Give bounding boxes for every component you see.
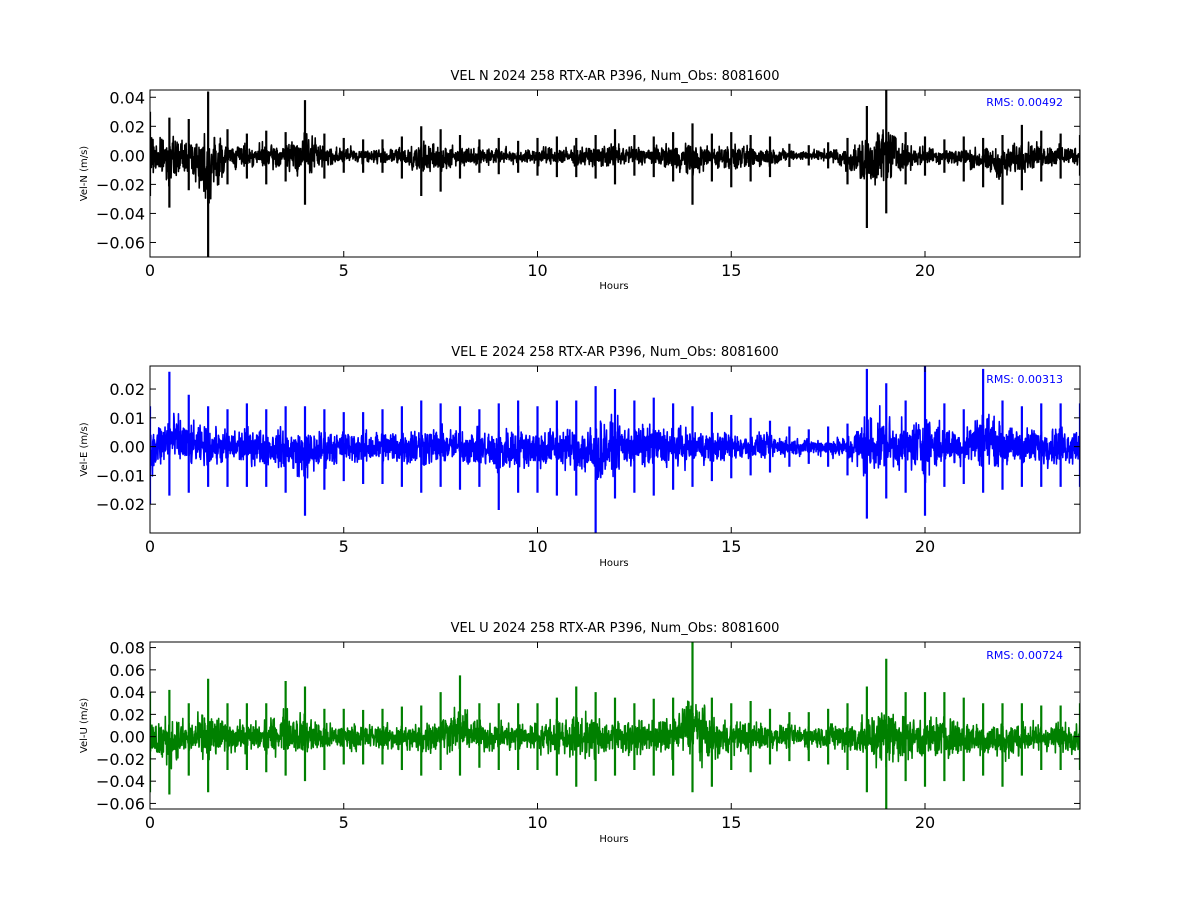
x-axis-label: Hours	[599, 558, 628, 569]
x-tick-label: 0	[145, 537, 155, 556]
ticks: 0 5 10 15 20 −0.02 −0.01 0.00 0.01 0.02	[96, 366, 1080, 556]
x-tick-label: 20	[915, 261, 935, 280]
y-tick-label: 0.02	[109, 117, 145, 136]
rms-label: RMS: 0.00724	[986, 649, 1063, 662]
plot-area	[150, 90, 1080, 257]
y-tick-label: 0.00	[109, 728, 145, 747]
x-tick-label: 15	[721, 813, 741, 832]
x-tick-label: 15	[721, 537, 741, 556]
panel-title: VEL N 2024 258 RTX-AR P396, Num_Obs: 808…	[451, 69, 780, 84]
y-tick-label: 0.00	[109, 146, 145, 165]
rms-label: RMS: 0.00313	[986, 373, 1063, 386]
y-tick-label: 0.04	[109, 683, 145, 702]
y-tick-label: −0.02	[96, 175, 145, 194]
y-tick-label: −0.02	[96, 750, 145, 769]
y-tick-label: −0.06	[96, 233, 145, 252]
y-tick-label: −0.01	[96, 466, 145, 485]
x-tick-label: 5	[339, 537, 349, 556]
axes-frame	[149, 641, 1081, 810]
panel-title: VEL E 2024 258 RTX-AR P396, Num_Obs: 808…	[451, 345, 778, 360]
rms-label: RMS: 0.00492	[986, 96, 1063, 109]
x-tick-label: 0	[145, 813, 155, 832]
ticks: 0 5 10 15 20 −0.06 −0.04 −0.02 0.00 0.02 0.04 0.06 0…	[96, 639, 1080, 832]
x-tick-label: 5	[339, 813, 349, 832]
y-tick-label: 0.01	[109, 409, 145, 428]
x-tick-label: 0	[145, 261, 155, 280]
y-tick-label: 0.02	[109, 380, 145, 399]
x-tick-label: 15	[721, 261, 741, 280]
panel-title: VEL U 2024 258 RTX-AR P396, Num_Obs: 808…	[451, 621, 780, 636]
axes-frame	[149, 89, 1081, 258]
x-axis-label: Hours	[599, 281, 628, 292]
plot-area	[150, 642, 1080, 809]
y-axis-label: Vel-N (m/s)	[79, 146, 90, 201]
panel-vel-n: VEL N 2024 258 RTX-AR P396, Num_Obs: 808…	[79, 69, 1081, 292]
y-tick-label: 0.00	[109, 438, 145, 457]
x-tick-label: 10	[527, 261, 547, 280]
panel-vel-e: VEL E 2024 258 RTX-AR P396, Num_Obs: 808…	[79, 345, 1081, 569]
axes-frame	[149, 365, 1081, 534]
y-tick-label: −0.04	[96, 204, 145, 223]
y-tick-label: 0.08	[109, 639, 145, 658]
x-tick-label: 10	[527, 537, 547, 556]
y-tick-label: −0.04	[96, 772, 145, 791]
y-tick-label: −0.06	[96, 794, 145, 813]
y-tick-label: 0.04	[109, 88, 145, 107]
y-tick-label: 0.02	[109, 705, 145, 724]
y-tick-label: −0.02	[96, 495, 145, 514]
x-tick-label: 20	[915, 813, 935, 832]
y-tick-label: 0.06	[109, 661, 145, 680]
x-axis-label: Hours	[599, 834, 628, 845]
x-tick-label: 20	[915, 537, 935, 556]
ticks: 0 5 10 15 20 −0.06 −0.04 −0.02 0.00 0.02 0.04	[96, 88, 1080, 280]
y-axis-label: Vel-E (m/s)	[79, 422, 90, 476]
plot-area	[150, 366, 1080, 533]
panel-vel-u: VEL U 2024 258 RTX-AR P396, Num_Obs: 808…	[79, 621, 1081, 845]
y-axis-label: Vel-U (m/s)	[79, 698, 90, 753]
x-tick-label: 5	[339, 261, 349, 280]
x-tick-label: 10	[527, 813, 547, 832]
